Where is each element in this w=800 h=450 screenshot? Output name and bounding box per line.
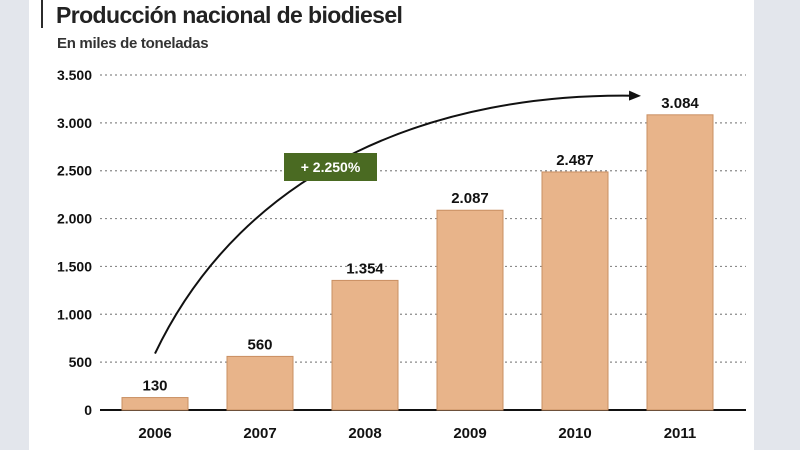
growth-badge-background	[284, 153, 377, 181]
data-label: 1.354	[346, 260, 384, 277]
y-tick-label: 2.500	[57, 163, 92, 179]
x-tick-label: 2009	[453, 425, 486, 442]
x-tick-label: 2007	[243, 425, 276, 442]
y-tick-label: 2.000	[57, 211, 92, 227]
bar	[226, 355, 294, 411]
x-tick-label: 2008	[348, 425, 381, 442]
left-margin-panel	[0, 0, 29, 450]
x-tick-label: 2010	[558, 425, 591, 442]
bar	[121, 397, 189, 411]
growth-badge: + 2.250%	[284, 153, 377, 181]
bars	[121, 114, 714, 411]
y-axis: 0 500 1.000 1.500 2.000 2.500 3.000 3.500	[57, 67, 746, 418]
x-tick-label: 2006	[138, 425, 171, 442]
bar	[436, 209, 504, 411]
y-tick-label: 1.000	[57, 306, 92, 322]
data-label: 3.084	[661, 95, 699, 112]
data-label: 2.487	[556, 152, 594, 169]
y-tick-label: 1.500	[57, 258, 92, 274]
x-tick-label: 2011	[664, 425, 697, 442]
growth-badge-label: + 2.250%	[301, 159, 361, 175]
chart-subtitle: En miles de toneladas	[57, 35, 209, 52]
bar	[541, 171, 609, 411]
bar	[646, 114, 714, 411]
data-label: 2.087	[451, 190, 489, 207]
title-accent-rule	[41, 0, 43, 28]
bar	[331, 279, 399, 411]
chart-title: Producción nacional de biodiesel	[56, 2, 403, 28]
data-labels: 130 560 1.354 2.087 2.487 3.084	[142, 95, 699, 395]
y-tick-label: 3.000	[57, 115, 92, 131]
right-margin-panel	[754, 0, 800, 450]
x-axis: 2006 2007 2008 2009 2010 2011	[138, 425, 696, 442]
data-label: 130	[142, 378, 167, 395]
growth-arrow	[154, 90, 641, 354]
y-tick-label: 3.500	[57, 67, 92, 83]
data-label: 560	[247, 336, 272, 353]
y-tick-label: 500	[69, 354, 93, 370]
y-tick-label: 0	[84, 402, 92, 418]
